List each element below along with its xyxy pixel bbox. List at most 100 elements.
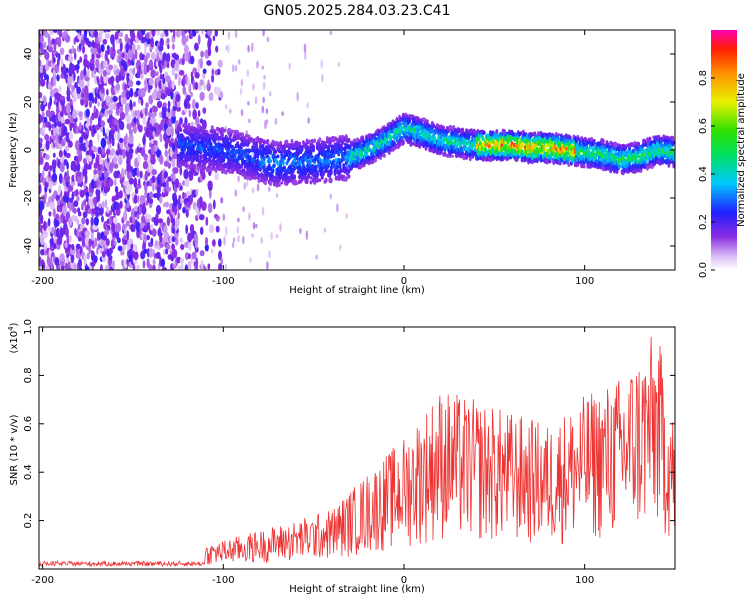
- spectrogram-cell: [199, 58, 203, 69]
- spectrogram-cell: [148, 198, 154, 205]
- spectrogram-cell: [186, 125, 190, 131]
- spectrogram-cell: [217, 59, 223, 68]
- spectrogram-cell: [126, 242, 131, 251]
- spectrogram-cell: [72, 48, 77, 54]
- spectrogram-cell: [93, 169, 98, 175]
- spectrogram-cell: [60, 115, 65, 124]
- spectrogram-cell: [231, 129, 234, 133]
- spectrogram-cell: [240, 78, 244, 87]
- spectrogram-cell: [260, 164, 264, 170]
- spectrogram-cell: [118, 190, 123, 199]
- spectrogram-cell: [190, 71, 194, 78]
- spectrogram-cell: [246, 143, 250, 147]
- spectrogram-cell: [285, 139, 289, 145]
- spectrogram-cell: [108, 210, 113, 216]
- spectrogram-cell: [296, 91, 300, 102]
- spectrogram-cell: [122, 243, 126, 252]
- spectrogram-cell: [48, 170, 51, 179]
- spectrogram-cell: [110, 75, 115, 84]
- spectrogram-cell: [212, 199, 216, 210]
- spectrogram-cell: [247, 149, 251, 154]
- spectrogram-cell: [192, 67, 198, 74]
- spectrogram-cell: [53, 57, 56, 64]
- spectrogram-cell: [236, 226, 240, 234]
- spectrogram-cell: [56, 126, 60, 135]
- spectrogram-cell: [65, 226, 69, 238]
- spectrogram-cell: [76, 86, 81, 94]
- spectrogram-cell: [42, 95, 47, 106]
- spectrogram-cell: [195, 156, 199, 160]
- spectrogram-cell: [132, 101, 136, 108]
- spectrogram-cell: [124, 228, 127, 236]
- spectrogram-cell: [279, 164, 283, 169]
- spectrogram-cell: [202, 119, 207, 130]
- spectrogram-cell: [199, 79, 204, 86]
- spectrogram-cell: [291, 147, 295, 151]
- spectrogram-cell: [185, 129, 189, 135]
- spectrogram-cell: [195, 257, 199, 269]
- spectrogram-cell: [242, 154, 246, 158]
- spectrogram-cell: [430, 128, 434, 133]
- spectrogram-cell: [146, 214, 152, 220]
- spectrogram-cell: [104, 185, 111, 193]
- spectrogram-cell: [185, 224, 189, 235]
- spectrogram-cell: [93, 216, 99, 226]
- spectrogram-cell: [303, 166, 307, 170]
- spectrogram-cell: [567, 162, 571, 168]
- spectrogram-cell: [66, 95, 71, 102]
- spectrogram-cell: [145, 102, 149, 109]
- spectrogram-cell: [164, 30, 169, 35]
- spectrogram-cell: [101, 200, 105, 209]
- spectrogram-cell: [247, 140, 251, 145]
- spectrogram-cell: [100, 137, 107, 149]
- spectrogram-cell: [217, 68, 221, 76]
- spectrogram-cell: [100, 238, 105, 248]
- spectrogram-cell: [78, 42, 82, 51]
- spectrogram-cell: [106, 45, 110, 51]
- spectrogram-cell: [85, 129, 90, 135]
- spectrogram-cell: [72, 109, 78, 119]
- spectrogram-cell: [39, 35, 44, 44]
- spectrogram-cell: [118, 38, 123, 44]
- spectrogram-cell: [332, 154, 336, 158]
- spectrogram-cell: [234, 30, 238, 39]
- spectrogram-cell: [199, 214, 205, 221]
- spectrogram-cell: [269, 166, 272, 171]
- spectrogram-cell: [309, 157, 313, 162]
- spectrogram-cell: [128, 177, 134, 185]
- spectrogram-cell: [179, 69, 185, 76]
- spectrogram-cell: [125, 220, 130, 227]
- spectrogram-cell: [60, 196, 64, 204]
- spectrogram-cell: [151, 228, 157, 237]
- spectrogram-cell: [210, 128, 214, 134]
- spectrogram-cell: [126, 72, 131, 83]
- spectrogram-cell: [247, 134, 251, 139]
- spectrogram-cell: [199, 159, 203, 164]
- spectrogram-cell: [248, 118, 251, 124]
- spectrogram-cell: [102, 234, 108, 241]
- spectrogram-cell: [241, 132, 245, 137]
- spectrogram-cell: [195, 188, 199, 196]
- spectrogram-cell: [59, 126, 62, 137]
- spectrogram-cell: [39, 233, 45, 245]
- spectrogram-cell: [312, 144, 315, 151]
- spectrogram-cell: [177, 265, 182, 270]
- spectrogram-cell: [50, 226, 55, 235]
- spectrogram-cell: [176, 134, 180, 139]
- spectrogram-cell: [39, 156, 44, 165]
- spectrogram-cell: [242, 206, 245, 213]
- spectrogram-cell: [222, 157, 226, 163]
- spectrogram-cell: [58, 53, 61, 61]
- spectrogram-cell: [106, 206, 110, 214]
- spectrogram-cell: [239, 146, 243, 150]
- spectrogram-cell: [74, 81, 78, 89]
- spectrogram-cell: [51, 159, 57, 170]
- spectrogram-cell: [239, 87, 243, 96]
- spectrogram-cell: [208, 92, 214, 102]
- spectrogram-cell: [86, 30, 89, 32]
- spectrogram-cell: [185, 73, 188, 84]
- spectrogram-cell: [143, 153, 149, 161]
- spectrogram-cell: [47, 256, 52, 267]
- spectrogram-cell: [204, 129, 208, 134]
- spectrogram-cell: [269, 149, 272, 155]
